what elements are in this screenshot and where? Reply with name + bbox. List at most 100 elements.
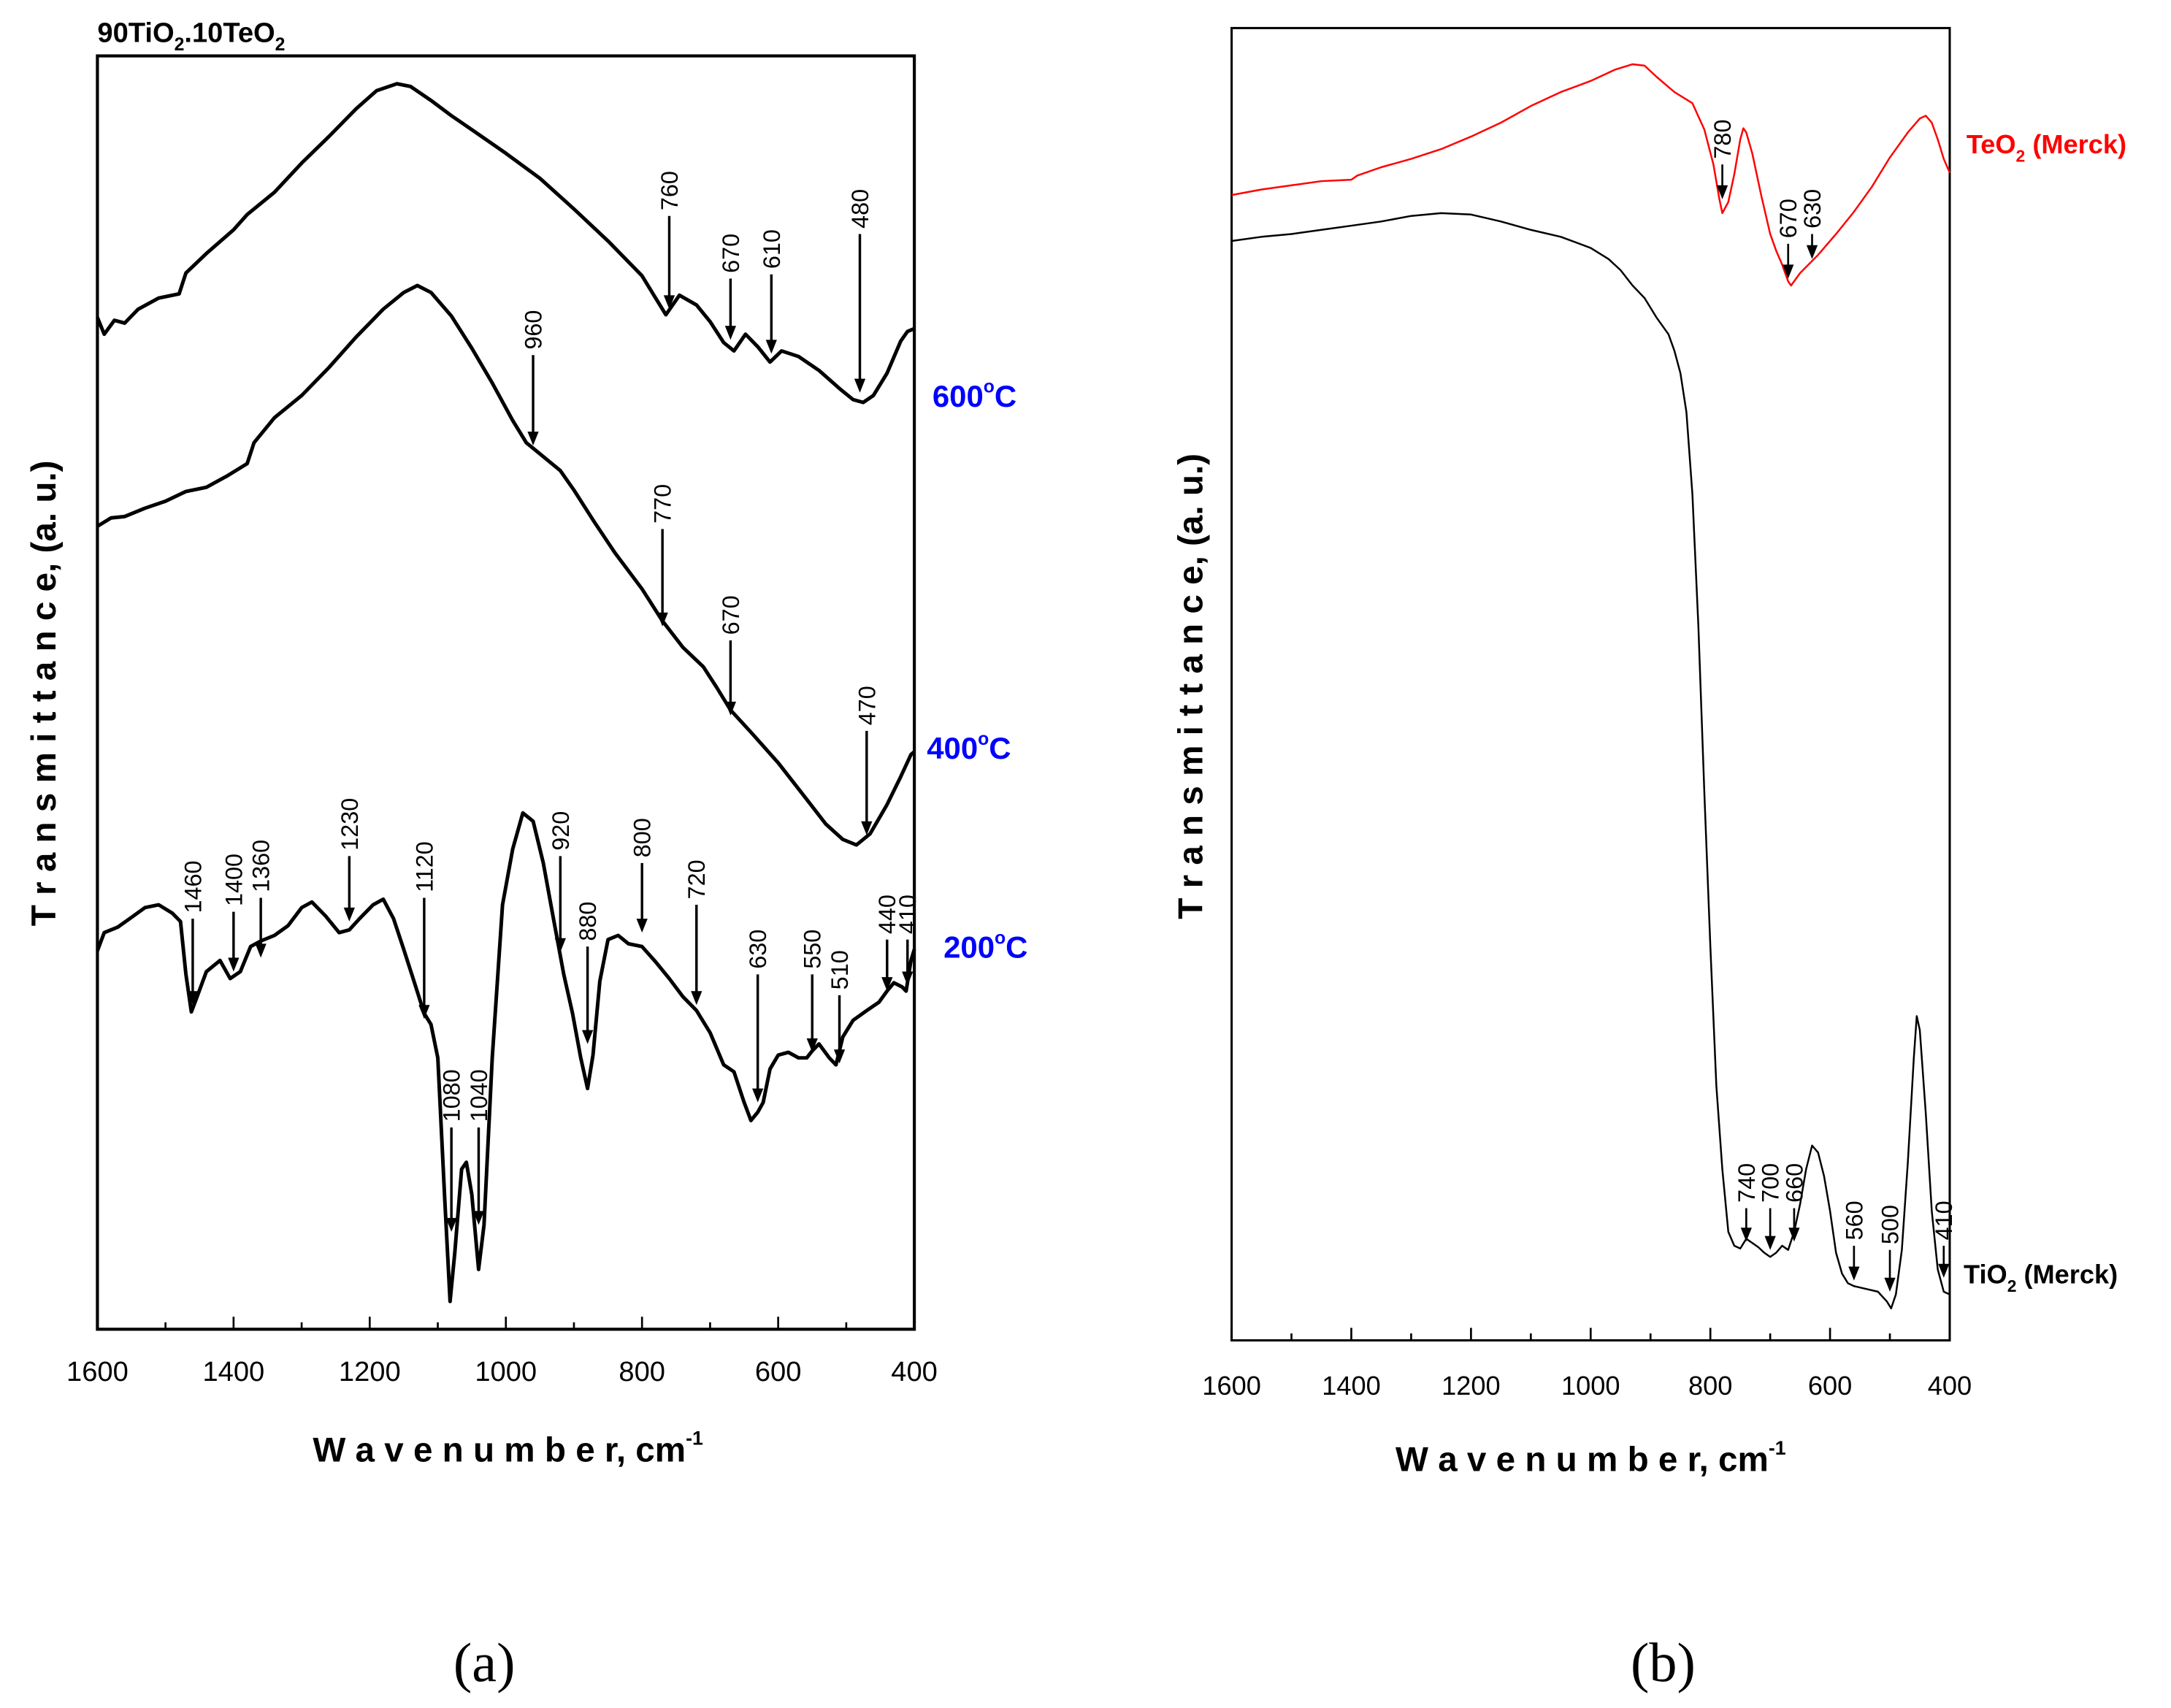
x-tick-label: 800: [1688, 1371, 1732, 1401]
peak-label: 1040: [466, 1069, 492, 1122]
peak-label: 880: [575, 902, 601, 941]
series-line: [96, 82, 916, 405]
series-label-teo2: TeO2 (Merck): [1967, 129, 2126, 165]
series-line: [96, 811, 916, 1303]
peak-arrowhead: [581, 1030, 594, 1044]
series-line: [1231, 63, 1951, 287]
peak-label: 770: [650, 484, 676, 524]
x-tick-label: 600: [755, 1357, 802, 1387]
panel-a: 90TiO2.10TeO2 1600 1400 1200 1000 800 600 400 …: [25, 18, 1027, 1469]
peak-label: 670: [1775, 199, 1801, 238]
peak-label: 740: [1734, 1163, 1760, 1203]
peak-arrowhead: [861, 821, 873, 835]
x-tick-label: 1000: [475, 1357, 537, 1387]
x-tick-labels-b: 1600 1400 1200 1000 800 600 400: [1202, 1371, 1972, 1401]
peak-label: 480: [847, 189, 873, 229]
peak-arrowhead: [472, 1211, 485, 1225]
peak-arrowhead: [765, 340, 777, 354]
peak-arrowhead: [1716, 185, 1728, 199]
peak-label: 670: [718, 234, 744, 273]
peak-arrowhead: [724, 701, 737, 716]
peak-label: 670: [718, 595, 744, 635]
peak-arrowhead: [1788, 1228, 1800, 1242]
plot-frame-b: [1230, 26, 1951, 1342]
x-tick-label: 1400: [202, 1357, 264, 1387]
peak-label: 1360: [248, 840, 275, 892]
x-tick-label: 1600: [1202, 1371, 1261, 1401]
peak-label: 1080: [439, 1069, 465, 1122]
x-axis-label-b: W a v e n u m b e r, cm-1: [1395, 1437, 1786, 1479]
series-label-400C: 400oC: [927, 729, 1011, 765]
peak-label: 630: [745, 930, 771, 969]
x-tick-label: 1200: [339, 1357, 401, 1387]
curves-a: [96, 82, 916, 1303]
curves-b: [1231, 63, 1951, 1309]
peak-arrowhead: [902, 971, 914, 986]
peak-label: 500: [1877, 1205, 1903, 1244]
peak-label: 440: [874, 895, 900, 934]
x-tick-labels-a: 1600 1400 1200 1000 800 600 400: [66, 1357, 938, 1387]
peak-label: 660: [1781, 1163, 1807, 1203]
peak-label: 780: [1709, 120, 1736, 159]
panel-b: 1600 1400 1200 1000 800 600 400 W a v e n u m …: [1172, 26, 2126, 1479]
peak-arrowhead: [228, 957, 240, 972]
peak-arrowhead: [691, 991, 702, 1006]
x-tick-label: 1600: [66, 1357, 129, 1387]
peak-arrowhead: [1740, 1228, 1752, 1242]
peak-arrowhead: [554, 938, 566, 952]
peak-label: 800: [629, 818, 656, 857]
peak-arrowhead: [445, 1217, 457, 1232]
x-tick-label: 400: [891, 1357, 938, 1387]
series-label-tio2: TiO2 (Merck): [1964, 1259, 2118, 1295]
peak-label: 760: [656, 171, 683, 210]
x-ticks-b: [1230, 1328, 1951, 1341]
peak-label: 550: [800, 930, 826, 969]
x-tick-label: 1000: [1561, 1371, 1620, 1401]
peak-label: 470: [854, 686, 880, 725]
peak-label: 1400: [221, 854, 247, 906]
peak-arrowhead: [527, 432, 539, 446]
series-label-600C: 600oC: [933, 378, 1016, 413]
peak-arrows-a: [187, 215, 914, 1232]
peak-arrowhead: [1848, 1266, 1860, 1281]
series-line: [1231, 212, 1950, 1309]
peak-arrowhead: [1764, 1236, 1776, 1250]
peak-label: 1460: [180, 860, 206, 913]
peak-labels-a: 760 670 610 480 960 770 670 470 1460 1400 1360 1230…: [180, 171, 921, 1122]
caption-a: (a): [453, 1632, 516, 1693]
title-a: 90TiO2.10TeO2: [97, 18, 285, 54]
peak-label: 410: [895, 895, 921, 934]
peak-label: 1230: [337, 798, 363, 851]
x-tick-label: 400: [1928, 1371, 1972, 1401]
peak-arrowhead: [187, 991, 199, 1006]
x-ticks-a: [96, 1317, 916, 1330]
x-tick-label: 1400: [1322, 1371, 1381, 1401]
peak-label: 720: [684, 859, 710, 899]
peak-label: 560: [1841, 1200, 1867, 1240]
peak-arrowhead: [833, 1049, 846, 1064]
peak-label: 1120: [411, 841, 437, 892]
peak-arrowhead: [656, 612, 668, 627]
peak-label: 700: [1758, 1163, 1784, 1203]
series-line: [96, 283, 916, 847]
y-axis-label-b: T r a n s m i t t a n c e, (a. u.): [1172, 453, 1211, 919]
peak-arrowhead: [1938, 1263, 1950, 1278]
peak-arrowhead: [1783, 264, 1794, 279]
x-axis-label-a: W a v e n u m b e r, cm-1: [313, 1427, 703, 1469]
peak-arrowhead: [752, 1088, 764, 1103]
x-tick-label: 800: [619, 1357, 665, 1387]
peak-arrowhead: [854, 378, 866, 393]
peak-arrowhead: [636, 919, 648, 933]
peak-label: 920: [548, 811, 574, 851]
peak-arrows-b: [1716, 164, 1950, 1292]
peak-arrowhead: [255, 943, 267, 958]
peak-arrowhead: [806, 1038, 818, 1053]
peak-arrowhead: [724, 326, 737, 340]
peak-label: 960: [520, 310, 546, 350]
peak-label: 510: [827, 950, 853, 989]
peak-label: 610: [759, 229, 785, 269]
peak-label: 630: [1799, 189, 1826, 229]
peak-arrowhead: [1806, 245, 1818, 259]
